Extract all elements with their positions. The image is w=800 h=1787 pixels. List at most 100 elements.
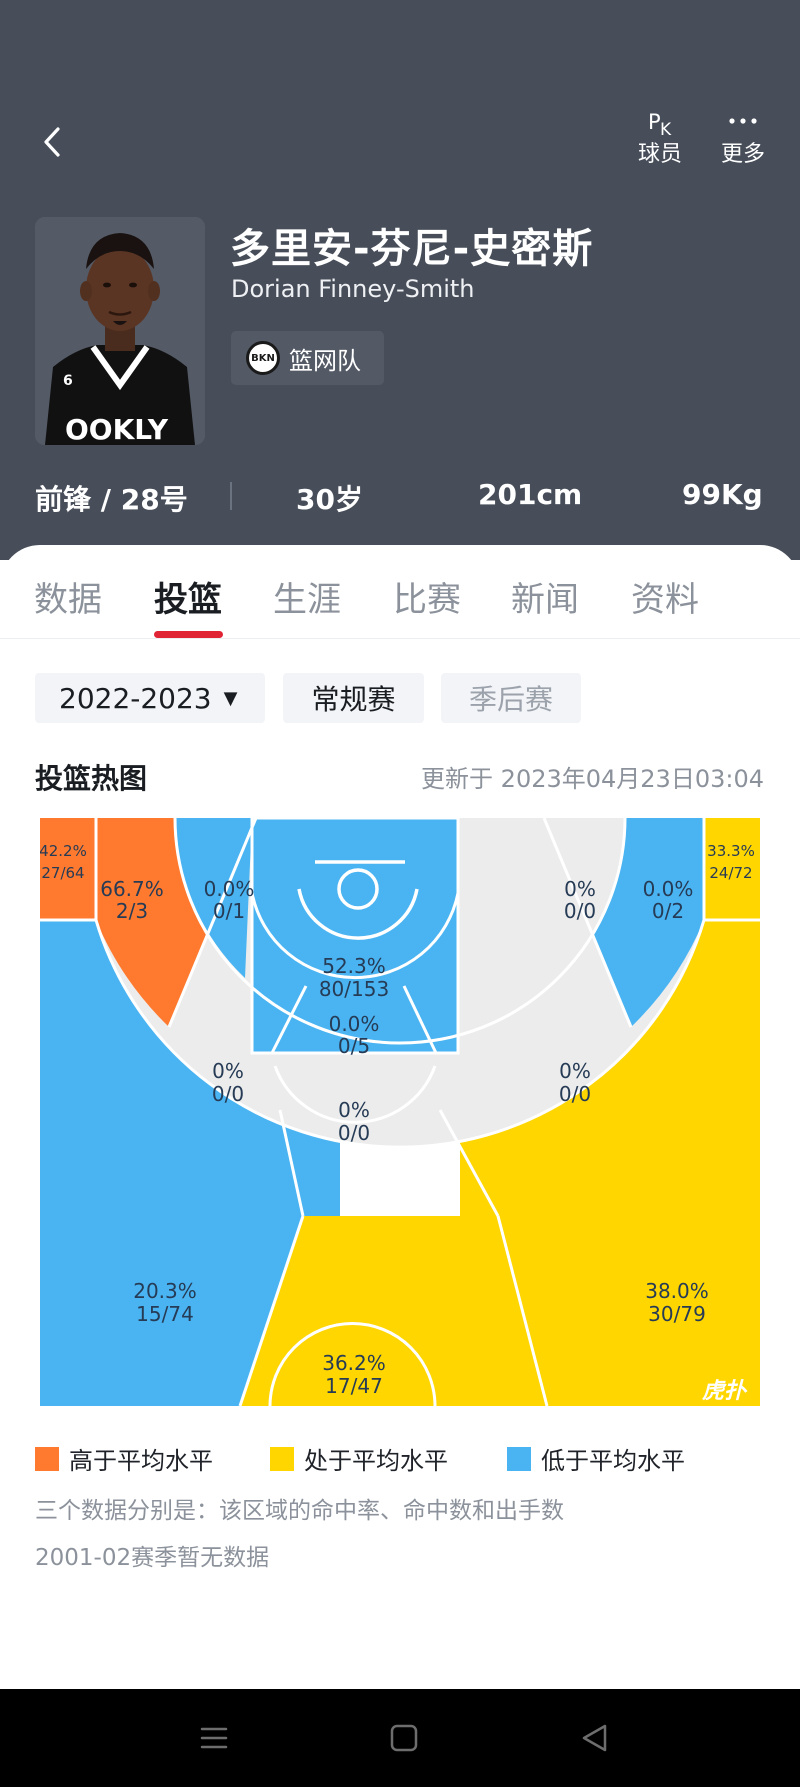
- hupu-watermark: 虎扑: [702, 1379, 748, 1404]
- legend-below: 低于平均水平: [507, 1441, 685, 1476]
- regular-season-chip[interactable]: 常规赛: [283, 673, 424, 723]
- label-top-3: 36.2% 17/47: [322, 1351, 386, 1398]
- ma-left-baseline-mid: 2/3: [116, 899, 148, 923]
- player-photo: OOKLY 6: [35, 217, 205, 445]
- label-right-elbow-mid: 0% 0/0: [559, 1059, 591, 1106]
- playoff-chip[interactable]: 季后赛: [441, 673, 581, 723]
- more-button[interactable]: 更多: [708, 108, 778, 168]
- zone-right-corner-3: [704, 818, 760, 920]
- label-restricted-area: 52.3% 80/153: [319, 954, 389, 1001]
- tab-shooting[interactable]: 投篮: [154, 580, 222, 620]
- caret-down-icon: ▼: [223, 687, 238, 709]
- pct-right-baseline-mid: 0.0%: [643, 877, 694, 901]
- tab-career[interactable]: 生涯: [273, 580, 341, 620]
- zone-left-short-baseline: [175, 818, 252, 978]
- back-button[interactable]: [32, 120, 72, 164]
- ma-paint-non-ra: 0/5: [338, 1034, 370, 1058]
- player-height: 201cm: [478, 478, 583, 511]
- pct-paint-non-ra: 0.0%: [329, 1012, 380, 1036]
- more-label: 更多: [720, 142, 765, 167]
- pct-restricted-area: 52.3%: [322, 954, 386, 978]
- legend-label-above: 高于平均水平: [69, 1447, 213, 1475]
- pct-top-3: 36.2%: [322, 1351, 386, 1375]
- pct-left-elbow-mid: 0%: [212, 1059, 244, 1083]
- legend-swatch-below: [507, 1446, 531, 1471]
- player-header: P K 球员 更多 OOKLY 6: [0, 0, 800, 560]
- svg-text:6: 6: [63, 373, 73, 389]
- ma-right-wing-3: 30/79: [648, 1302, 706, 1326]
- pk-icon-p: P: [648, 110, 661, 134]
- player-name-cn: 多里安-芬尼-史密斯: [230, 226, 594, 272]
- label-right-corner-3: 33.3% 24/72: [707, 842, 755, 882]
- ma-left-elbow-mid: 0/0: [212, 1082, 244, 1106]
- label-left-baseline-mid: 66.7% 2/3: [100, 877, 164, 923]
- pk-label: 球员: [637, 142, 682, 167]
- more-dots-icon: [708, 108, 778, 142]
- ma-restricted-area: 80/153: [319, 977, 389, 1001]
- pct-left-wing-3: 20.3%: [133, 1279, 197, 1303]
- pct-right-corner-3: 33.3%: [707, 842, 755, 860]
- ma-right-short-baseline: 0/0: [564, 899, 596, 923]
- chevron-left-icon: [44, 127, 60, 157]
- pct-right-wing-3: 38.0%: [645, 1279, 709, 1303]
- season-value: 2022-2023: [59, 681, 212, 715]
- tab-data[interactable]: 数据: [34, 580, 102, 620]
- pct-left-short-baseline: 0.0%: [204, 877, 255, 901]
- pk-player-button[interactable]: P K 球员: [630, 108, 690, 168]
- tab-profile[interactable]: 资料: [631, 580, 699, 620]
- back-triangle-icon[interactable]: [575, 1719, 615, 1757]
- pct-right-short-baseline: 0%: [564, 877, 596, 901]
- legend-swatch-avg: [270, 1446, 294, 1471]
- player-age: 30岁: [296, 483, 363, 516]
- nets-logo-icon: BKN: [246, 341, 280, 375]
- shot-heatmap: 42.2% 27/64 66.7% 2/3 0.0% 0/1 52.3% 80/…: [40, 818, 760, 1406]
- legend-label-avg: 处于平均水平: [304, 1447, 448, 1475]
- label-top-key-mid: 0% 0/0: [338, 1098, 370, 1145]
- player-weight: 99Kg: [682, 478, 763, 511]
- tab-bar: 数据 投篮 生涯 比赛 新闻 资料: [0, 545, 800, 639]
- label-left-corner-3: 42.2% 27/64: [40, 842, 87, 882]
- pct-right-elbow-mid: 0%: [559, 1059, 591, 1083]
- heatmap-note: 三个数据分别是：该区域的命中率、命中数和出手数: [35, 1498, 564, 1524]
- tab-news[interactable]: 新闻: [511, 580, 579, 620]
- content-card: 数据 投篮 生涯 比赛 新闻 资料 2022-2023 ▼ 常规赛 季后赛 投篮…: [0, 545, 800, 1689]
- ma-left-short-baseline: 0/1: [213, 899, 245, 923]
- system-nav-bar: [0, 1689, 800, 1787]
- label-right-short-baseline: 0% 0/0: [564, 877, 596, 923]
- ma-left-corner-3: 27/64: [41, 864, 84, 882]
- no-data-note: 2001-02赛季暂无数据: [35, 1545, 270, 1571]
- legend-swatch-above: [35, 1446, 59, 1471]
- heatmap-title: 投篮热图: [35, 762, 148, 795]
- pk-icon-k: K: [660, 120, 672, 140]
- home-icon[interactable]: [384, 1719, 424, 1757]
- pct-left-baseline-mid: 66.7%: [100, 877, 164, 901]
- zone-top-3: [240, 1216, 547, 1406]
- ma-right-baseline-mid: 0/2: [652, 899, 684, 923]
- zone-restricted-area: [252, 818, 458, 986]
- team-name: 篮网队: [289, 346, 361, 375]
- update-time: 更新于 2023年04月23日03:04: [421, 765, 764, 793]
- zone-left-corner-3: [40, 818, 96, 920]
- pct-left-corner-3: 42.2%: [40, 842, 87, 860]
- player-name-en: Dorian Finney-Smith: [231, 275, 475, 303]
- ma-top-3: 17/47: [325, 1374, 383, 1398]
- legend-above: 高于平均水平: [35, 1441, 213, 1476]
- svg-text:OOKLY: OOKLY: [65, 413, 169, 445]
- menu-icon[interactable]: [194, 1719, 234, 1757]
- label-left-wing-3: 20.3% 15/74: [133, 1279, 197, 1326]
- pct-top-key-mid: 0%: [338, 1098, 370, 1122]
- legend-avg: 处于平均水平: [270, 1441, 448, 1476]
- tab-games[interactable]: 比赛: [393, 580, 461, 620]
- legend-label-below: 低于平均水平: [541, 1447, 685, 1475]
- label-right-wing-3: 38.0% 30/79: [645, 1279, 709, 1326]
- pk-icon: P K: [630, 108, 690, 142]
- ma-top-key-mid: 0/0: [338, 1121, 370, 1145]
- label-left-elbow-mid: 0% 0/0: [212, 1059, 244, 1106]
- active-tab-indicator: [154, 631, 223, 638]
- position-number: 前锋 / 28号: [35, 483, 188, 516]
- ma-right-corner-3: 24/72: [709, 864, 752, 882]
- ma-right-elbow-mid: 0/0: [559, 1082, 591, 1106]
- season-select[interactable]: 2022-2023 ▼: [35, 673, 265, 723]
- team-badge[interactable]: BKN 篮网队: [231, 331, 384, 385]
- label-paint-non-ra: 0.0% 0/5: [329, 1012, 380, 1058]
